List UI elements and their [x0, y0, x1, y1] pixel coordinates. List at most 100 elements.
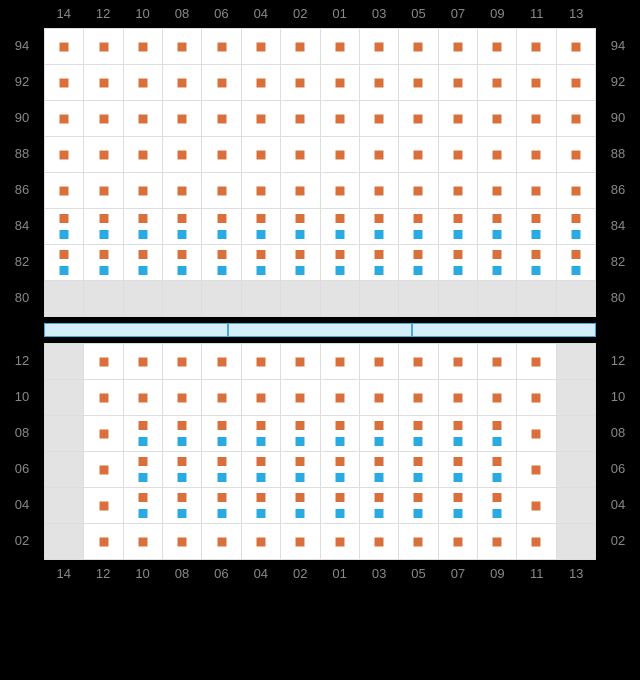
grid-cell[interactable]: [124, 416, 163, 452]
grid-cell[interactable]: [399, 29, 438, 65]
seat-marker[interactable]: [217, 114, 226, 123]
grid-cell[interactable]: [321, 137, 360, 173]
grid-cell[interactable]: [517, 137, 556, 173]
seat-marker[interactable]: [493, 393, 502, 402]
grid-cell[interactable]: [399, 416, 438, 452]
grid-cell[interactable]: [517, 452, 556, 488]
seat-marker[interactable]: [99, 42, 108, 51]
grid-cell[interactable]: [45, 101, 84, 137]
seat-marker[interactable]: [571, 114, 580, 123]
seat-marker[interactable]: [335, 78, 344, 87]
seat-marker[interactable]: [138, 266, 147, 275]
seat-marker[interactable]: [453, 473, 462, 482]
seat-marker[interactable]: [99, 501, 108, 510]
grid-cell[interactable]: [124, 452, 163, 488]
seat-marker[interactable]: [296, 186, 305, 195]
grid-cell[interactable]: [84, 173, 123, 209]
grid-cell[interactable]: [517, 29, 556, 65]
grid-cell[interactable]: [478, 137, 517, 173]
seat-marker[interactable]: [256, 393, 265, 402]
seat-marker[interactable]: [493, 457, 502, 466]
seat-marker[interactable]: [60, 78, 69, 87]
grid-cell[interactable]: [202, 29, 241, 65]
seat-marker[interactable]: [60, 230, 69, 239]
seat-marker[interactable]: [414, 437, 423, 446]
grid-cell[interactable]: [478, 452, 517, 488]
seat-marker[interactable]: [335, 509, 344, 518]
seat-marker[interactable]: [453, 150, 462, 159]
seat-marker[interactable]: [375, 42, 384, 51]
grid-cell[interactable]: [321, 101, 360, 137]
seat-marker[interactable]: [217, 537, 226, 546]
grid-cell[interactable]: [439, 452, 478, 488]
seat-marker[interactable]: [296, 78, 305, 87]
seat-marker[interactable]: [532, 465, 541, 474]
grid-cell[interactable]: [124, 380, 163, 416]
grid-cell[interactable]: [321, 524, 360, 560]
seat-marker[interactable]: [453, 393, 462, 402]
seat-marker[interactable]: [99, 250, 108, 259]
grid-cell[interactable]: [45, 173, 84, 209]
seat-marker[interactable]: [571, 78, 580, 87]
grid-cell[interactable]: [163, 416, 202, 452]
grid-cell[interactable]: [360, 137, 399, 173]
seat-marker[interactable]: [256, 114, 265, 123]
seat-marker[interactable]: [493, 509, 502, 518]
seat-marker[interactable]: [335, 114, 344, 123]
grid-cell[interactable]: [124, 344, 163, 380]
seat-marker[interactable]: [256, 537, 265, 546]
seat-marker[interactable]: [296, 114, 305, 123]
seat-marker[interactable]: [414, 393, 423, 402]
grid-cell[interactable]: [321, 380, 360, 416]
seat-marker[interactable]: [375, 509, 384, 518]
grid-cell[interactable]: [439, 65, 478, 101]
seat-marker[interactable]: [453, 42, 462, 51]
grid-cell[interactable]: [281, 173, 320, 209]
grid-cell[interactable]: [360, 101, 399, 137]
grid-cell[interactable]: [84, 344, 123, 380]
grid-cell[interactable]: [281, 245, 320, 281]
seat-marker[interactable]: [138, 509, 147, 518]
seat-marker[interactable]: [296, 230, 305, 239]
grid-cell[interactable]: [84, 380, 123, 416]
grid-cell[interactable]: [84, 29, 123, 65]
grid-cell[interactable]: [84, 416, 123, 452]
seat-marker[interactable]: [296, 421, 305, 430]
grid-cell[interactable]: [202, 452, 241, 488]
grid-cell[interactable]: [202, 209, 241, 245]
grid-cell[interactable]: [399, 209, 438, 245]
grid-cell[interactable]: [360, 416, 399, 452]
seat-marker[interactable]: [493, 537, 502, 546]
grid-cell[interactable]: [321, 344, 360, 380]
seat-marker[interactable]: [571, 214, 580, 223]
seat-marker[interactable]: [99, 537, 108, 546]
seat-marker[interactable]: [60, 42, 69, 51]
seat-marker[interactable]: [571, 186, 580, 195]
grid-cell[interactable]: [478, 488, 517, 524]
grid-cell[interactable]: [163, 452, 202, 488]
seat-marker[interactable]: [453, 78, 462, 87]
seat-marker[interactable]: [375, 457, 384, 466]
seat-marker[interactable]: [60, 214, 69, 223]
grid-cell[interactable]: [281, 137, 320, 173]
grid-cell[interactable]: [242, 173, 281, 209]
seat-marker[interactable]: [138, 393, 147, 402]
grid-cell[interactable]: [45, 65, 84, 101]
seat-marker[interactable]: [335, 537, 344, 546]
seat-marker[interactable]: [178, 150, 187, 159]
seat-marker[interactable]: [178, 357, 187, 366]
grid-cell[interactable]: [202, 524, 241, 560]
seat-marker[interactable]: [493, 421, 502, 430]
grid-cell[interactable]: [163, 65, 202, 101]
seat-marker[interactable]: [256, 509, 265, 518]
grid-cell[interactable]: [439, 173, 478, 209]
grid-cell[interactable]: [84, 209, 123, 245]
grid-cell[interactable]: [124, 101, 163, 137]
grid-cell[interactable]: [478, 209, 517, 245]
seat-marker[interactable]: [138, 473, 147, 482]
seat-marker[interactable]: [138, 186, 147, 195]
seat-marker[interactable]: [453, 214, 462, 223]
seat-marker[interactable]: [256, 473, 265, 482]
seat-marker[interactable]: [217, 214, 226, 223]
seat-marker[interactable]: [532, 266, 541, 275]
